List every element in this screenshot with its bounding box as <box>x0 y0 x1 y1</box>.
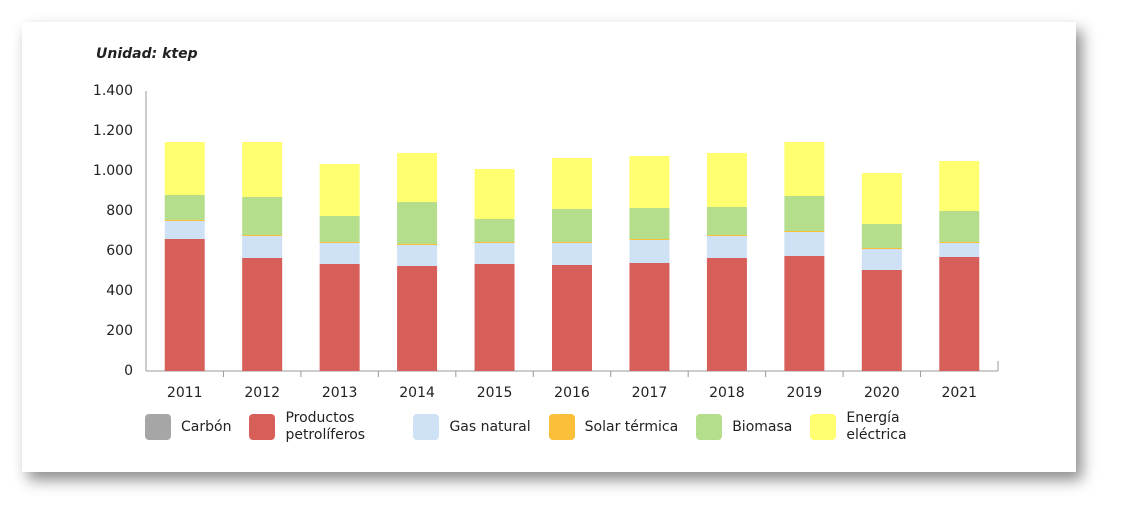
bar-segment <box>784 196 825 231</box>
legend-swatch <box>696 414 723 440</box>
bar-segment <box>319 164 360 216</box>
bar-segment <box>242 236 283 258</box>
bar-segment <box>629 156 670 208</box>
y-tick-label: 0 <box>124 363 133 379</box>
legend: Carbón Productos petrolíferos Gas natural S… <box>145 410 956 444</box>
x-tick-label: 2012 <box>244 385 280 401</box>
bar-segment <box>784 256 825 371</box>
bar-segment <box>861 249 902 270</box>
bar-segment <box>242 197 283 235</box>
bar-segment <box>397 202 438 244</box>
bar-segment <box>242 142 283 197</box>
bar-segment <box>939 211 980 242</box>
y-tick-label: 1.200 <box>93 123 133 139</box>
legend-item: Carbón <box>145 414 231 440</box>
legend-swatch <box>145 414 171 440</box>
bar-segment <box>939 243 980 257</box>
bar-segment <box>474 169 515 219</box>
x-tick-label: 2020 <box>864 385 900 401</box>
bar-segment <box>784 232 825 256</box>
legend-label: Gas natural <box>449 418 531 435</box>
bar-segment <box>164 142 205 195</box>
bar-segment <box>706 235 747 236</box>
chart-title: Unidad: ktep <box>96 46 198 62</box>
legend-item: Energía eléctrica <box>810 410 956 444</box>
bar-segment <box>552 209 592 242</box>
bar-segment <box>552 243 592 265</box>
legend-item: Biomasa <box>696 414 792 440</box>
bar-segment <box>164 221 205 239</box>
bar-segment <box>784 142 825 196</box>
y-tick-label: 800 <box>106 203 133 219</box>
legend-swatch <box>249 414 276 440</box>
bar-segment <box>164 195 205 220</box>
bar-segment <box>319 242 360 243</box>
bar-segment <box>861 224 902 248</box>
bar-segment <box>861 270 902 371</box>
bar-segment <box>397 266 438 371</box>
bar-segment <box>397 245 438 266</box>
y-tick-label: 400 <box>106 283 133 299</box>
bar-segment <box>242 235 283 236</box>
legend-label: Productos petrolíferos <box>285 410 366 443</box>
bar-segment <box>629 208 670 239</box>
bar-segment <box>552 158 592 209</box>
x-tick-label: 2011 <box>167 385 203 401</box>
bar-segment <box>319 264 360 371</box>
legend-item: Productos petrolíferos <box>249 410 395 444</box>
bar-segment <box>552 265 592 371</box>
bar-segment <box>861 248 902 249</box>
legend-swatch <box>548 414 575 440</box>
legend-item: Gas natural <box>413 414 531 440</box>
x-tick-label: 2014 <box>399 385 435 401</box>
legend-swatch <box>810 414 837 440</box>
x-tick-label: 2021 <box>941 385 977 401</box>
bar-segment <box>861 173 902 224</box>
x-tick-label: 2019 <box>787 385 823 401</box>
legend-swatch <box>413 414 440 440</box>
bar-segment <box>706 153 747 207</box>
legend-label: Carbón <box>181 418 232 435</box>
bar-segment <box>319 216 360 242</box>
bar-segment <box>474 242 515 243</box>
x-tick-label: 2018 <box>709 385 745 401</box>
bar-segment <box>939 257 980 371</box>
bar-segment <box>939 242 980 243</box>
legend-item: Solar térmica <box>548 414 679 440</box>
bar-segment <box>629 263 670 371</box>
bar-segment <box>706 207 747 235</box>
x-tick-label: 2013 <box>322 385 358 401</box>
bar-segment <box>474 243 515 264</box>
bar-segment <box>164 220 205 221</box>
bar-segment <box>474 219 515 242</box>
bar-segment <box>784 231 825 232</box>
x-tick-label: 2015 <box>477 385 513 401</box>
bar-segment <box>397 153 438 202</box>
legend-label: Biomasa <box>732 418 793 435</box>
x-tick-label: 2016 <box>554 385 590 401</box>
bar-segment <box>397 244 438 245</box>
bar-segment <box>629 240 670 263</box>
bar-segment <box>706 236 747 258</box>
x-tick-label: 2017 <box>632 385 668 401</box>
y-tick-label: 200 <box>106 323 133 339</box>
y-tick-label: 1.000 <box>93 163 133 179</box>
y-tick-label: 1.400 <box>93 83 133 99</box>
bar-segment <box>164 239 205 371</box>
bar-segment <box>552 242 592 243</box>
legend-label: Energía eléctrica <box>846 410 907 443</box>
bar-segment <box>629 239 670 240</box>
bar-segment <box>319 243 360 264</box>
y-tick-label: 600 <box>106 243 133 259</box>
bar-segment <box>939 161 980 211</box>
legend-label: Solar térmica <box>584 418 679 435</box>
bar-segment <box>706 258 747 371</box>
bar-segment <box>474 264 515 371</box>
bar-segment <box>242 258 283 371</box>
